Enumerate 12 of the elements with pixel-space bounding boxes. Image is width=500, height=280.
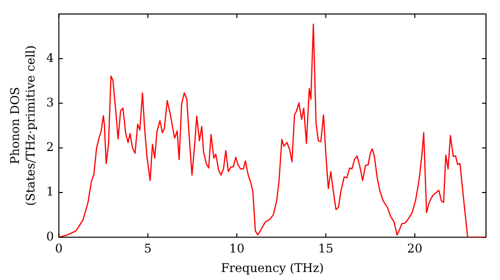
x-tick-label: 0 [55, 242, 63, 256]
x-tick-label: 20 [407, 242, 422, 256]
y-tick-label: 3 [46, 95, 54, 110]
x-tick-label: 15 [318, 242, 334, 256]
y-tick-label: 0 [46, 229, 54, 244]
y-tick-label: 4 [46, 50, 54, 65]
x-tick-label: 5 [144, 242, 152, 256]
y-axis-title: Phonon DOS (States/THz·primitive cell) [8, 45, 38, 206]
y-tick-label: 2 [46, 140, 54, 154]
y-tick-label: 1 [46, 184, 54, 199]
x-tick-label: 10 [229, 242, 244, 256]
x-axis-title: Frequency (THz) [220, 260, 324, 275]
